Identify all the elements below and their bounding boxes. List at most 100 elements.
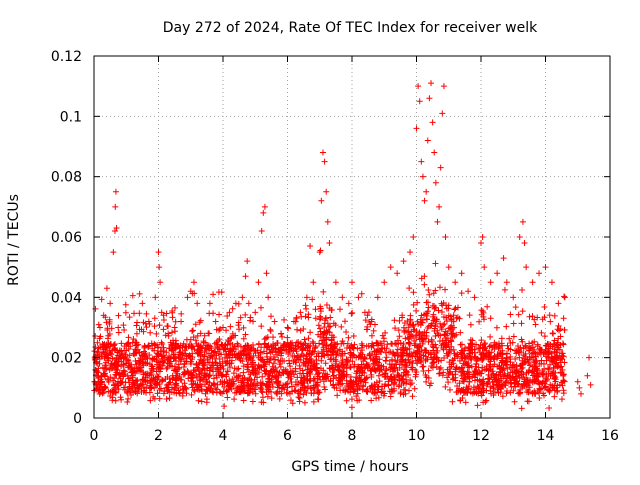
data-point <box>412 332 419 339</box>
data-point <box>453 315 460 322</box>
data-point <box>550 368 557 375</box>
data-point <box>284 324 291 331</box>
data-point <box>547 318 554 325</box>
data-point <box>169 314 176 321</box>
data-point <box>531 349 538 356</box>
data-point <box>503 375 510 382</box>
data-point <box>221 383 228 390</box>
data-point <box>163 310 170 317</box>
data-point <box>265 381 272 388</box>
data-point <box>400 340 407 347</box>
data-point <box>391 376 398 383</box>
data-point <box>416 98 423 105</box>
data-point <box>187 336 194 343</box>
data-point <box>114 349 121 356</box>
data-point <box>182 385 189 392</box>
data-point <box>452 279 459 286</box>
data-point <box>135 386 142 393</box>
data-point <box>219 372 226 379</box>
data-point <box>288 388 295 395</box>
data-point <box>213 374 220 381</box>
data-point <box>214 381 221 388</box>
data-point <box>245 349 252 356</box>
data-point <box>502 362 509 369</box>
data-point <box>503 279 510 286</box>
data-point <box>344 340 351 347</box>
data-point <box>506 364 513 371</box>
data-point <box>159 376 166 383</box>
data-point <box>423 356 430 363</box>
data-point <box>101 350 108 357</box>
data-point <box>536 360 543 367</box>
data-point <box>314 396 321 403</box>
data-point <box>526 366 533 373</box>
data-point <box>134 319 141 326</box>
data-point <box>494 270 501 277</box>
data-point <box>154 344 161 351</box>
data-point <box>407 249 414 256</box>
data-point <box>285 325 292 332</box>
data-point <box>261 348 268 355</box>
data-point <box>178 310 185 317</box>
data-point <box>258 323 265 330</box>
data-point <box>360 382 367 389</box>
data-point <box>103 285 110 292</box>
data-point <box>409 360 416 367</box>
data-point <box>406 336 413 343</box>
data-point <box>231 351 238 358</box>
data-point <box>106 330 113 337</box>
data-point <box>511 376 518 383</box>
data-point <box>353 354 360 361</box>
data-point <box>389 357 396 364</box>
data-point <box>490 370 497 377</box>
data-point <box>405 372 412 379</box>
data-point <box>432 354 439 361</box>
data-point <box>339 370 346 377</box>
data-point <box>242 331 249 338</box>
data-point <box>242 311 249 318</box>
data-point <box>245 376 252 383</box>
data-point <box>199 366 206 373</box>
data-point <box>229 305 236 312</box>
data-point <box>175 361 182 368</box>
data-point <box>185 353 192 360</box>
data-point <box>349 309 356 316</box>
data-point <box>145 318 152 325</box>
data-point <box>294 381 301 388</box>
data-point <box>503 390 510 397</box>
data-point <box>92 366 99 373</box>
data-point <box>448 316 455 323</box>
data-point <box>106 347 113 354</box>
data-point <box>555 300 562 307</box>
data-point <box>214 344 221 351</box>
data-point <box>219 378 226 385</box>
data-point <box>275 357 282 364</box>
data-point <box>529 339 536 346</box>
data-point <box>410 234 417 240</box>
data-point <box>274 351 281 358</box>
data-point <box>349 279 355 286</box>
data-point <box>337 387 344 394</box>
data-point <box>380 392 387 399</box>
data-point <box>121 326 128 333</box>
data-point <box>403 350 410 357</box>
data-point <box>586 354 593 361</box>
data-point <box>181 371 188 378</box>
data-point <box>149 345 156 352</box>
data-point <box>535 379 542 386</box>
data-point <box>487 279 494 286</box>
data-point <box>330 344 337 351</box>
data-point <box>418 334 425 341</box>
data-point <box>402 359 409 366</box>
data-point <box>272 373 279 380</box>
data-point <box>547 372 554 379</box>
data-point <box>216 336 223 343</box>
data-point <box>430 311 437 318</box>
data-point <box>402 335 409 342</box>
data-point <box>194 364 201 371</box>
data-point <box>494 353 501 360</box>
data-point <box>258 388 265 395</box>
data-point <box>446 386 453 393</box>
data-point <box>503 323 510 330</box>
